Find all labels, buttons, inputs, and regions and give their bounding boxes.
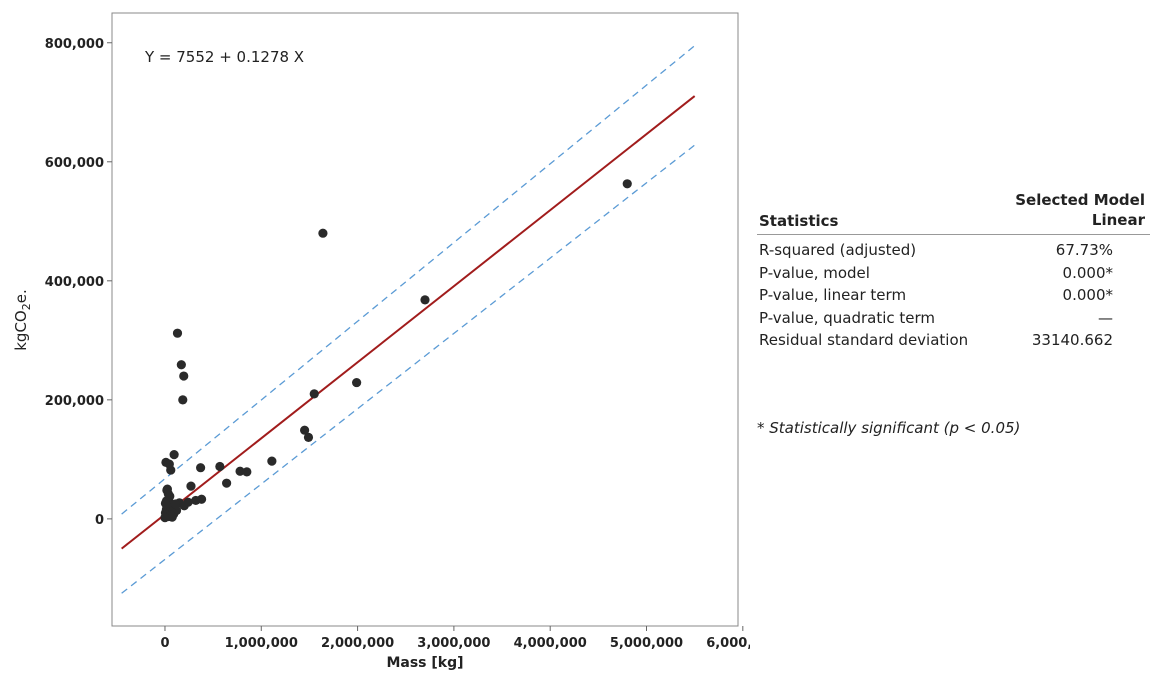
data-point — [222, 478, 232, 488]
stat-row: P-value, linear term 0.000* — [757, 284, 1150, 307]
stat-name: Residual standard deviation — [759, 331, 969, 349]
data-point — [165, 491, 175, 501]
data-point — [186, 481, 196, 491]
y-tick-label: 0 — [95, 513, 104, 528]
y-axis-title-main: kgCO — [12, 310, 30, 351]
stat-row: Residual standard deviation 33140.662 — [757, 329, 1150, 352]
data-points — [160, 179, 632, 523]
x-tick-label: 6,000,000 — [706, 636, 750, 651]
model-header: Selected Model Linear — [1015, 190, 1145, 230]
model-header-line2: Linear — [1091, 211, 1145, 229]
stat-value: 33140.662 — [1031, 331, 1113, 349]
data-point — [179, 501, 189, 511]
stat-name: R-squared (adjusted) — [759, 241, 917, 259]
data-point — [166, 465, 176, 475]
data-point — [420, 295, 430, 305]
stat-row: R-squared (adjusted) 67.73% — [757, 239, 1150, 262]
data-point — [160, 498, 171, 508]
stat-value: — — [1098, 308, 1113, 327]
x-tick-label: 3,000,000 — [417, 636, 490, 651]
data-point — [622, 179, 632, 189]
data-point — [160, 513, 170, 523]
fit-line — [121, 95, 696, 550]
data-point — [267, 456, 277, 466]
data-point — [242, 467, 252, 477]
data-point — [215, 461, 225, 472]
y-tick-label: 600,000 — [45, 156, 104, 171]
statistics-header-label: Statistics — [759, 212, 839, 230]
data-point — [178, 395, 188, 405]
x-axis: 0 1,000,000 2,000,000 3,000,000 4,000,000 5,0… — [160, 626, 750, 651]
x-tick-label: 1,000,000 — [225, 636, 298, 651]
plot-frame — [111, 12, 739, 627]
data-point — [196, 463, 206, 473]
stat-value: 0.000* — [1062, 263, 1113, 282]
x-tick-label: 4,000,000 — [514, 636, 587, 651]
statistics-header: Statistics Selected Model Linear — [757, 186, 1150, 235]
y-tick-label: 800,000 — [45, 37, 104, 52]
data-point — [300, 425, 310, 435]
data-point — [235, 466, 245, 476]
y-axis-title: kgCO2e. — [12, 289, 33, 351]
prediction-band-upper — [121, 45, 696, 515]
data-point — [352, 377, 362, 388]
scatter-chart: 0 200,000 400,000 600,000 800,000 0 1,000,000… — [12, 12, 750, 671]
x-tick-label: 2,000,000 — [321, 636, 394, 651]
y-axis: 0 200,000 400,000 600,000 800,000 — [45, 37, 112, 528]
stat-name: P-value, quadratic term — [759, 308, 936, 327]
data-point — [167, 512, 177, 522]
model-header-line1: Selected Model — [1015, 191, 1145, 209]
stat-row: P-value, model 0.000* — [757, 262, 1150, 285]
fit-line-group — [121, 95, 696, 550]
y-axis-title-subscript: 2 — [20, 303, 33, 310]
stat-name: P-value, linear term — [759, 286, 907, 304]
prediction-bands — [121, 45, 696, 594]
data-point — [303, 432, 314, 442]
statistics-table: Statistics Selected Model Linear R-squar… — [757, 186, 1150, 352]
stat-row: P-value, quadratic term — — [757, 307, 1150, 330]
data-point — [309, 389, 319, 399]
data-point — [170, 499, 181, 509]
data-point — [169, 449, 179, 460]
y-axis-title-tail: e. — [12, 289, 30, 303]
data-point — [172, 328, 183, 338]
stat-value: 67.73% — [1055, 241, 1113, 259]
statistics-rows: R-squared (adjusted) 67.73% P-value, mode… — [757, 235, 1150, 352]
y-tick-label: 200,000 — [45, 394, 104, 409]
data-point — [179, 371, 189, 381]
x-tick-label: 5,000,000 — [610, 636, 683, 651]
x-tick-label: 0 — [160, 636, 169, 651]
x-axis-title: Mass [kg] — [386, 655, 463, 671]
data-point — [162, 484, 172, 494]
data-point — [176, 360, 186, 370]
data-point — [318, 228, 328, 238]
data-point — [191, 495, 201, 506]
regression-equation: Y = 7552 + 0.1278 X — [144, 48, 304, 66]
significance-footnote: * Statistically significant (p < 0.05) — [757, 419, 1021, 437]
prediction-band-lower — [121, 144, 696, 594]
stat-name: P-value, model — [759, 263, 870, 282]
stat-value: 0.000* — [1062, 286, 1113, 304]
y-tick-label: 400,000 — [45, 275, 104, 290]
